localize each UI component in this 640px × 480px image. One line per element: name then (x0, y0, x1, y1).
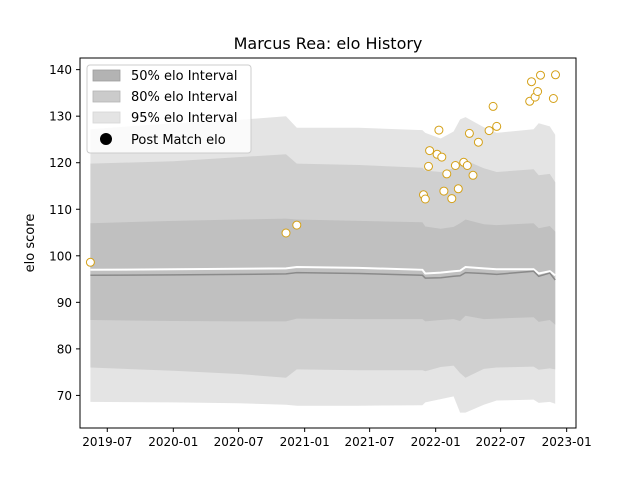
legend-label-post-match: Post Match elo (131, 133, 226, 148)
post-match-point (548, 94, 558, 103)
y-tick-label: 80 (57, 342, 72, 356)
x-tick-label: 2021-07 (345, 435, 395, 449)
post-match-point (492, 121, 502, 131)
post-match-point (434, 125, 444, 135)
plot-frame (79, 57, 577, 429)
post-match-point (488, 101, 498, 111)
post-match-point (536, 70, 545, 80)
x-tick-label: 2020-07 (214, 435, 264, 449)
post-match-point (527, 77, 536, 87)
post-match-point (420, 194, 430, 204)
post-match-markers (85, 70, 560, 267)
y-tick-label: 100 (49, 249, 72, 263)
post-match-point (437, 152, 447, 162)
x-tick-label: 2020-01 (148, 435, 198, 449)
post-match-point (473, 137, 483, 147)
legend-swatch-band50 (92, 69, 121, 82)
legend-swatch-band80 (92, 90, 121, 103)
post-match-point (551, 70, 560, 80)
x-tick-label: 2022-07 (476, 435, 526, 449)
legend-label-band80: 80% elo Interval (131, 90, 238, 105)
interval-bands (90, 116, 556, 413)
y-axis-label: elo score (23, 214, 38, 273)
legend-label-band95: 95% elo Interval (131, 111, 238, 126)
post-match-point (447, 194, 457, 204)
x-tick-label: 2021-01 (280, 435, 330, 449)
trend-lines (90, 265, 556, 281)
post-match-point (468, 170, 478, 180)
y-tick-label: 110 (49, 203, 72, 217)
y-tick-label: 90 (57, 296, 72, 310)
legend-marker-post-match (100, 133, 112, 145)
y-tick-label: 130 (49, 110, 72, 124)
mean-elo-line (90, 270, 556, 281)
y-tick-label: 120 (49, 156, 72, 170)
y-axis-ticks: 70 80 90 100 110 120 130 140 (49, 63, 80, 403)
post-match-point (292, 220, 302, 230)
y-tick-label: 70 (57, 389, 72, 403)
post-match-point (533, 87, 543, 96)
post-match-point (453, 184, 463, 194)
post-match-point (484, 126, 494, 136)
post-match-point (462, 161, 472, 170)
x-tick-label: 2019-07 (82, 435, 132, 449)
x-tick-label: 2023-01 (542, 435, 592, 449)
median-elo-line (90, 265, 556, 277)
post-match-point (442, 169, 452, 179)
post-match-point (439, 186, 449, 196)
post-match-point (85, 257, 95, 267)
legend-label-band50: 50% elo Interval (131, 69, 238, 84)
post-match-point (424, 161, 433, 171)
y-tick-label: 140 (49, 63, 72, 77)
x-tick-label: 2022-01 (411, 435, 461, 449)
post-match-point (281, 228, 291, 238)
post-match-point (425, 146, 435, 156)
legend-box (86, 64, 252, 154)
chart-title: Marcus Rea: elo History (234, 34, 423, 53)
band-50-interval (90, 218, 556, 325)
post-match-point (464, 128, 474, 138)
x-axis-ticks: 2019-07 2020-01 2020-07 2021-01 2021-07 2022-… (82, 428, 592, 449)
legend-swatch-band95 (92, 111, 121, 124)
post-match-point (450, 161, 460, 170)
legend: 50% elo Interval 80% elo Interval 95% el… (86, 64, 252, 154)
